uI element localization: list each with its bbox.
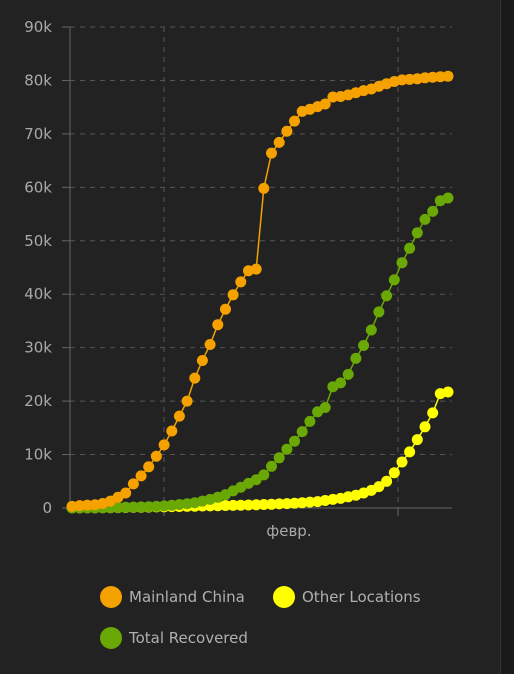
data-point-other-locations[interactable] — [388, 467, 400, 479]
data-point-total-recovered[interactable] — [342, 368, 354, 380]
data-point-mainland-china[interactable] — [442, 70, 454, 82]
data-point-other-locations[interactable] — [404, 446, 416, 458]
y-tick-label: 10k — [24, 446, 52, 464]
data-point-mainland-china[interactable] — [120, 487, 132, 499]
data-point-mainland-china[interactable] — [143, 461, 155, 473]
data-point-total-recovered[interactable] — [335, 377, 347, 389]
data-point-total-recovered[interactable] — [411, 227, 423, 239]
data-point-mainland-china[interactable] — [127, 478, 139, 490]
data-point-total-recovered[interactable] — [120, 501, 132, 513]
series-total-recovered — [66, 192, 454, 514]
legend-item-total-recovered[interactable]: Total Recovered — [100, 627, 248, 649]
data-point-total-recovered[interactable] — [143, 501, 155, 513]
data-point-total-recovered[interactable] — [289, 435, 300, 447]
data-point-mainland-china[interactable] — [181, 395, 193, 407]
legend-item-other-locations[interactable]: Other Locations — [273, 586, 421, 608]
series-mainland-china — [66, 70, 454, 512]
data-point-total-recovered[interactable] — [396, 257, 408, 269]
data-point-other-locations[interactable] — [212, 500, 224, 512]
data-point-mainland-china[interactable] — [250, 263, 262, 275]
data-point-total-recovered[interactable] — [281, 443, 293, 455]
data-point-total-recovered[interactable] — [319, 402, 331, 413]
y-tick-label: 30k — [24, 339, 52, 357]
series-line-total-recovered — [71, 197, 449, 509]
data-point-total-recovered[interactable] — [373, 306, 385, 318]
data-point-total-recovered[interactable] — [427, 205, 439, 217]
series-line-mainland-china — [71, 75, 449, 508]
data-point-mainland-china[interactable] — [81, 499, 93, 511]
data-point-mainland-china[interactable] — [150, 450, 162, 462]
data-point-total-recovered[interactable] — [419, 213, 431, 225]
data-point-total-recovered[interactable] — [127, 501, 139, 513]
data-point-other-locations[interactable] — [258, 499, 270, 510]
y-tick-label: 70k — [24, 125, 52, 143]
legend-swatch-other-locations — [273, 586, 295, 608]
data-point-mainland-china[interactable] — [158, 439, 170, 451]
data-point-mainland-china[interactable] — [227, 289, 239, 301]
data-point-total-recovered[interactable] — [381, 290, 393, 302]
axes: 0 10k 20k 30k 40k 50k 60k 70k 80k 90k февр. — [24, 18, 452, 540]
y-tick-label: 90k — [24, 18, 52, 36]
data-point-total-recovered[interactable] — [273, 452, 285, 464]
legend-swatch-total-recovered — [100, 627, 122, 649]
data-point-mainland-china[interactable] — [212, 319, 224, 331]
data-point-mainland-china[interactable] — [266, 147, 277, 159]
data-point-mainland-china[interactable] — [319, 98, 331, 110]
data-point-mainland-china[interactable] — [189, 372, 201, 384]
data-point-other-locations[interactable] — [381, 475, 393, 487]
data-point-mainland-china[interactable] — [204, 339, 216, 350]
data-point-other-locations[interactable] — [227, 499, 239, 511]
data-point-mainland-china[interactable] — [258, 182, 270, 194]
data-point-total-recovered[interactable] — [442, 192, 454, 204]
y-tick-label: 20k — [24, 392, 52, 410]
x-tick-label: февр. — [266, 522, 311, 540]
data-point-other-locations[interactable] — [373, 481, 385, 493]
data-point-other-locations[interactable] — [273, 498, 285, 510]
data-point-mainland-china[interactable] — [235, 276, 247, 288]
data-point-other-locations[interactable] — [427, 407, 439, 419]
y-tick-label: 0 — [42, 499, 52, 517]
data-point-other-locations[interactable] — [396, 456, 408, 468]
data-point-total-recovered[interactable] — [388, 274, 400, 286]
data-point-total-recovered[interactable] — [304, 415, 316, 427]
y-tick-label: 40k — [24, 285, 52, 303]
panel-edge — [500, 0, 514, 674]
data-point-mainland-china[interactable] — [281, 125, 293, 137]
grid — [70, 26, 452, 508]
data-point-total-recovered[interactable] — [358, 340, 370, 351]
legend-label-total-recovered: Total Recovered — [129, 629, 248, 647]
legend-label-other-locations: Other Locations — [302, 588, 421, 606]
data-point-total-recovered[interactable] — [365, 324, 377, 336]
legend-label-mainland-china: Mainland China — [129, 588, 245, 606]
data-point-total-recovered[interactable] — [112, 502, 124, 513]
data-point-mainland-china[interactable] — [273, 136, 285, 148]
data-point-mainland-china[interactable] — [289, 115, 300, 127]
data-point-other-locations[interactable] — [235, 499, 247, 511]
data-point-total-recovered[interactable] — [266, 460, 277, 472]
legend-swatch-mainland-china — [100, 586, 122, 608]
series — [66, 70, 454, 514]
data-point-mainland-china[interactable] — [135, 470, 147, 482]
data-point-total-recovered[interactable] — [404, 242, 416, 254]
data-point-other-locations[interactable] — [220, 500, 231, 511]
data-point-total-recovered[interactable] — [258, 469, 270, 481]
y-tick-label: 80k — [24, 71, 52, 89]
data-point-total-recovered[interactable] — [296, 426, 308, 438]
data-point-mainland-china[interactable] — [196, 355, 208, 366]
data-point-other-locations[interactable] — [442, 386, 454, 398]
y-tick-label: 60k — [24, 178, 52, 196]
data-point-other-locations[interactable] — [411, 434, 423, 446]
data-point-other-locations[interactable] — [419, 421, 431, 433]
data-point-mainland-china[interactable] — [173, 410, 185, 422]
data-point-other-locations[interactable] — [243, 499, 254, 511]
legend-item-mainland-china[interactable]: Mainland China — [100, 586, 245, 608]
y-tick-label: 50k — [24, 232, 52, 250]
data-point-mainland-china[interactable] — [220, 303, 231, 315]
data-point-total-recovered[interactable] — [350, 352, 362, 364]
data-point-mainland-china[interactable] — [166, 425, 178, 437]
